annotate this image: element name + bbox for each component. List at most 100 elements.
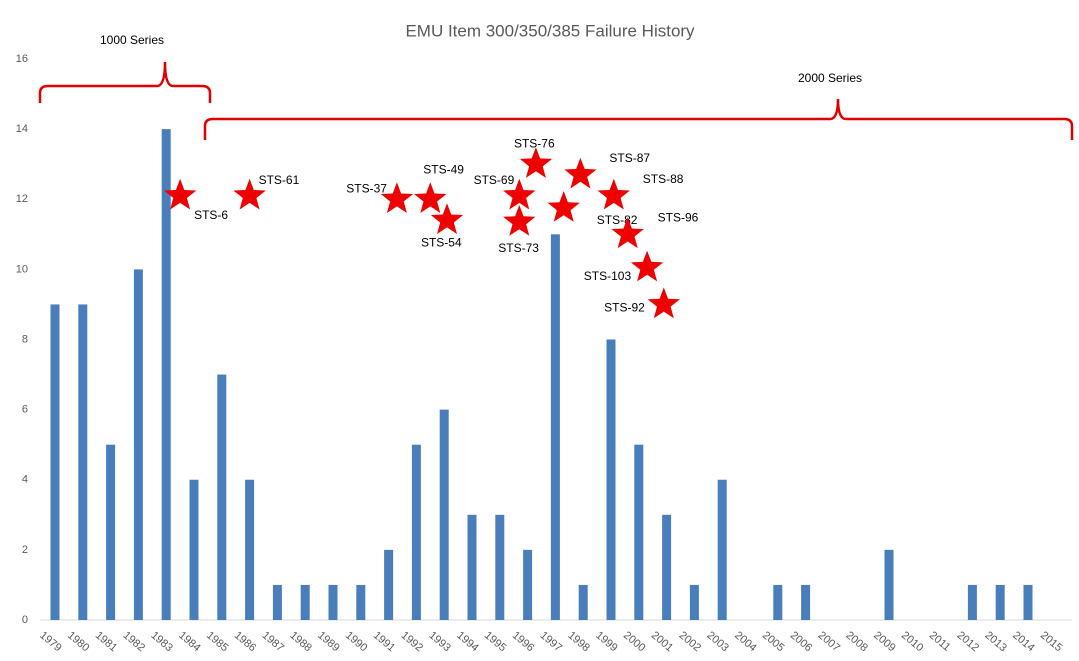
star-marker (647, 287, 680, 319)
annotation-label: STS-49 (423, 162, 464, 176)
annotation-label: STS-82 (597, 213, 638, 227)
star-marker (519, 147, 553, 178)
bar (495, 514, 505, 620)
x-tick-label: 1985 (204, 629, 230, 654)
bar (50, 304, 60, 620)
x-tick-label: 2008 (843, 629, 869, 654)
x-tick-label: 1993 (426, 629, 452, 654)
bar (133, 269, 143, 620)
bar (245, 479, 255, 620)
annotation-label: STS-92 (604, 301, 645, 315)
x-tick-label: 1995 (482, 629, 508, 654)
y-tick-label: 6 (22, 404, 28, 416)
x-tick-label: 2001 (649, 629, 675, 654)
x-tick-label: 2012 (955, 629, 981, 654)
bar (439, 409, 449, 620)
annotation-label: STS-96 (658, 210, 699, 224)
bar (606, 339, 616, 620)
brace (203, 98, 1074, 140)
y-tick-label: 4 (22, 474, 28, 486)
y-tick-label: 2 (22, 544, 28, 556)
annotation-label: STS-73 (498, 241, 539, 255)
x-tick-label: 1992 (399, 629, 425, 654)
star-marker (503, 178, 536, 210)
bar (995, 584, 1005, 620)
y-tick-label: 8 (22, 333, 28, 345)
chart-title: EMU Item 300/350/385 Failure History (405, 21, 695, 40)
annotation-label: STS-69 (474, 173, 515, 187)
x-tick-label: 2003 (704, 629, 730, 654)
bar (467, 514, 477, 620)
x-tick-label: 1987 (260, 629, 286, 654)
y-tick-label: 14 (16, 123, 28, 135)
bar (634, 444, 644, 620)
annotation-label: STS-103 (584, 269, 632, 283)
x-tick-label: 2011 (927, 629, 953, 653)
x-tick-label: 2002 (677, 629, 703, 654)
x-tick-label: 1981 (93, 629, 119, 654)
annotation-label: STS-37 (346, 181, 387, 195)
star-marker (430, 203, 464, 234)
annotation-label: STS-61 (259, 173, 300, 187)
annotation-label: STS-76 (514, 136, 555, 150)
x-tick-label: 1980 (65, 629, 91, 654)
star-marker (611, 217, 644, 249)
annotation-label: STS-6 (194, 208, 228, 222)
x-tick-label: 1979 (37, 629, 63, 654)
y-tick-label: 16 (16, 53, 28, 65)
x-tick-label: 2015 (1038, 629, 1064, 654)
bar (884, 549, 894, 620)
y-tick-label: 10 (16, 263, 28, 275)
x-tick-label: 1982 (121, 629, 147, 654)
x-tick-label: 1994 (454, 629, 480, 654)
bar (523, 549, 533, 620)
bar (106, 444, 116, 620)
x-tick-label: 2014 (1010, 629, 1036, 654)
bar (967, 584, 977, 620)
x-tick-label: 1983 (148, 629, 174, 654)
annotation-label: STS-54 (421, 235, 462, 249)
y-tick-label: 12 (16, 193, 28, 205)
bar (717, 479, 727, 620)
x-tick-label: 1990 (343, 629, 369, 654)
x-tick-label: 2010 (899, 629, 925, 654)
y-tick-label: 0 (22, 614, 28, 626)
x-tick-label: 1986 (232, 629, 258, 654)
bar (1023, 584, 1033, 620)
star-marker (163, 178, 197, 210)
x-tick-label: 2006 (788, 629, 814, 654)
star-marker (414, 182, 447, 213)
x-tick-label: 1998 (565, 629, 591, 654)
x-tick-label: 2000 (621, 629, 647, 654)
bar (578, 584, 588, 620)
brace (38, 61, 212, 103)
x-tick-label: 2013 (982, 629, 1008, 654)
bar (689, 584, 699, 620)
bar (272, 584, 282, 620)
x-tick-label: 1996 (510, 629, 536, 654)
star-marker (631, 250, 664, 282)
bar (384, 549, 394, 620)
bar (411, 444, 421, 620)
bar (217, 374, 227, 620)
group-label: 1000 Series (100, 33, 164, 47)
star-marker (597, 178, 630, 210)
bar (328, 584, 338, 620)
bar (773, 584, 783, 620)
annotation-label: STS-88 (643, 172, 684, 186)
star-marker (233, 178, 266, 210)
bar (662, 514, 672, 620)
bar (78, 304, 88, 620)
star-marker (380, 182, 414, 213)
x-tick-label: 2009 (871, 629, 897, 654)
x-tick-label: 1999 (593, 629, 619, 654)
star-marker (547, 191, 580, 222)
bar (300, 584, 310, 620)
group-label: 2000 Series (798, 71, 862, 85)
bar (161, 129, 171, 620)
annotation-label: STS-87 (609, 151, 650, 165)
bar (189, 479, 199, 620)
x-tick-label: 1984 (176, 629, 202, 654)
x-tick-label: 1988 (287, 629, 313, 654)
